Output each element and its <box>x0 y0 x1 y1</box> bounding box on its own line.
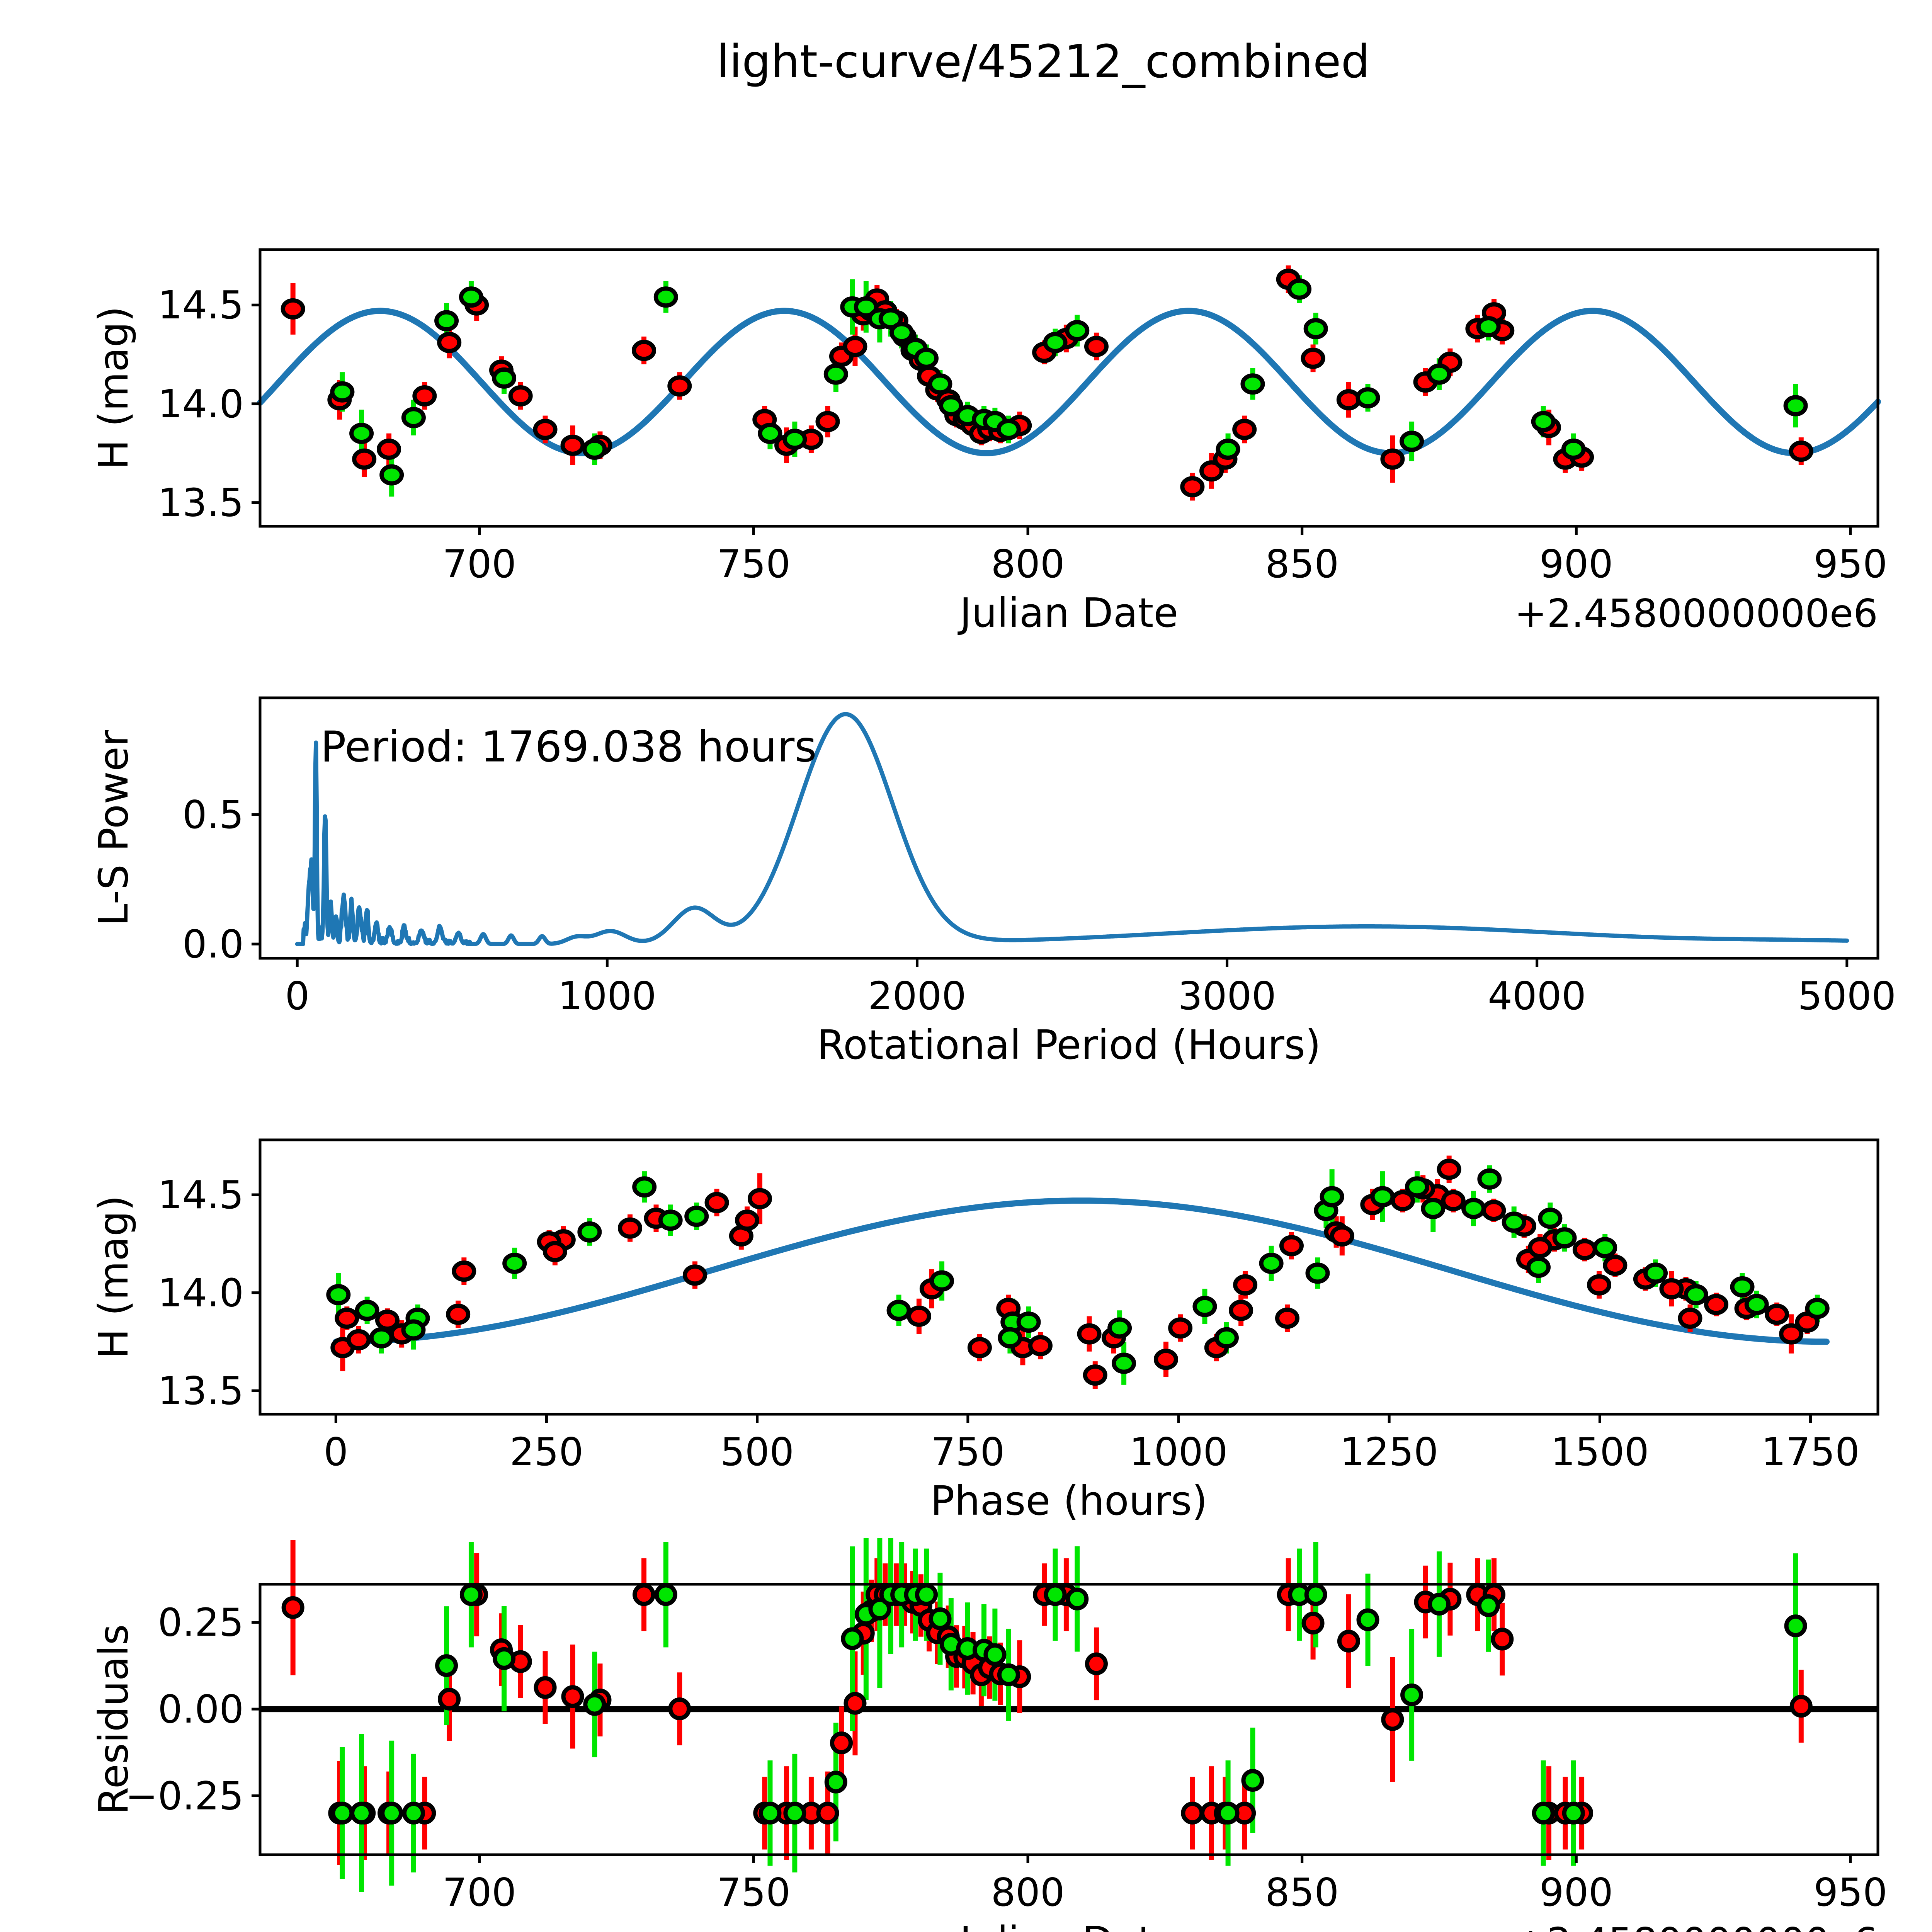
svg-text:H (mag): H (mag) <box>90 306 137 469</box>
svg-text:14.0: 14.0 <box>158 381 244 427</box>
svg-text:500: 500 <box>720 1429 794 1475</box>
svg-text:1250: 1250 <box>1340 1429 1439 1475</box>
svg-text:700: 700 <box>442 541 516 587</box>
svg-text:1500: 1500 <box>1551 1429 1649 1475</box>
svg-text:+2.4580000000e6: +2.4580000000e6 <box>1514 1919 1878 1932</box>
svg-text:4000: 4000 <box>1488 973 1586 1019</box>
svg-text:850: 850 <box>1265 541 1339 587</box>
svg-text:0: 0 <box>285 973 310 1019</box>
light-curve-svg: 700 750 800 850 900 950 13.5 14.0 14.5 Julian Dat… <box>90 248 1888 636</box>
svg-text:950: 950 <box>1814 541 1888 587</box>
svg-text:Phase (hours): Phase (hours) <box>930 1477 1208 1524</box>
svg-text:L-S Power: L-S Power <box>90 730 137 926</box>
svg-text:13.5: 13.5 <box>158 1368 244 1413</box>
residual-points <box>281 1538 1813 1892</box>
svg-text:14.5: 14.5 <box>158 1172 244 1218</box>
svg-text:850: 850 <box>1265 1870 1339 1915</box>
svg-text:1000: 1000 <box>558 973 656 1019</box>
svg-text:13.5: 13.5 <box>158 480 244 526</box>
svg-text:750: 750 <box>931 1429 1005 1475</box>
svg-text:−0.25: −0.25 <box>126 1773 244 1818</box>
svg-text:0: 0 <box>323 1429 348 1475</box>
svg-text:900: 900 <box>1539 1870 1613 1915</box>
svg-text:Julian Date: Julian Date <box>957 589 1179 636</box>
phase-folded-svg: 0 250 500 750 1000 1250 1500 1750 13.5 14.0 14.5 Ph… <box>90 1138 1879 1524</box>
svg-text:3000: 3000 <box>1178 973 1276 1019</box>
svg-text:+2.4580000000e6: +2.4580000000e6 <box>1514 591 1878 636</box>
svg-text:800: 800 <box>991 541 1065 587</box>
svg-text:Julian Date: Julian Date <box>957 1918 1179 1932</box>
svg-text:H (mag): H (mag) <box>90 1195 137 1359</box>
svg-text:14.5: 14.5 <box>158 282 244 328</box>
svg-text:800: 800 <box>991 1870 1065 1915</box>
folded-data-points <box>326 1155 1830 1389</box>
periodogram-svg: 0 1000 2000 3000 4000 5000 0.0 0.5 Rotational Pe… <box>90 696 1896 1068</box>
svg-text:0.25: 0.25 <box>158 1600 244 1645</box>
residuals-panel: 700 750 800 850 900 950 −0.25 0.00 0.25 Julian Da… <box>0 1538 1932 1932</box>
light-curve-panel: 700 750 800 850 900 950 13.5 14.0 14.5 Julian Dat… <box>0 201 1932 668</box>
svg-text:750: 750 <box>717 541 791 587</box>
svg-text:5000: 5000 <box>1798 973 1896 1019</box>
svg-text:700: 700 <box>442 1870 516 1915</box>
page-title: light-curve/45212_combined <box>716 35 1370 88</box>
svg-text:Rotational Period (Hours): Rotational Period (Hours) <box>817 1021 1321 1068</box>
periodogram-panel: 0 1000 2000 3000 4000 5000 0.0 0.5 Rotational Pe… <box>0 657 1932 1101</box>
phase-folded-panel: 0 250 500 750 1000 1250 1500 1750 13.5 14.0 14.5 Ph… <box>0 1105 1932 1553</box>
svg-text:1000: 1000 <box>1129 1429 1228 1475</box>
svg-text:900: 900 <box>1539 541 1613 587</box>
svg-text:0.00: 0.00 <box>158 1687 244 1732</box>
svg-text:950: 950 <box>1814 1870 1888 1915</box>
svg-text:250: 250 <box>510 1429 583 1475</box>
svg-text:1750: 1750 <box>1761 1429 1860 1475</box>
period-annotation: Period: 1769.038 hours <box>320 722 816 771</box>
svg-text:0.0: 0.0 <box>182 922 244 967</box>
svg-text:0.5: 0.5 <box>182 792 244 837</box>
svg-text:14.0: 14.0 <box>158 1270 244 1316</box>
svg-text:2000: 2000 <box>868 973 966 1019</box>
svg-text:Residuals: Residuals <box>90 1624 137 1815</box>
data-points <box>281 265 1813 501</box>
residuals-svg: 700 750 800 850 900 950 −0.25 0.00 0.25 Julian Da… <box>90 1538 1888 1932</box>
svg-text:750: 750 <box>717 1870 791 1915</box>
